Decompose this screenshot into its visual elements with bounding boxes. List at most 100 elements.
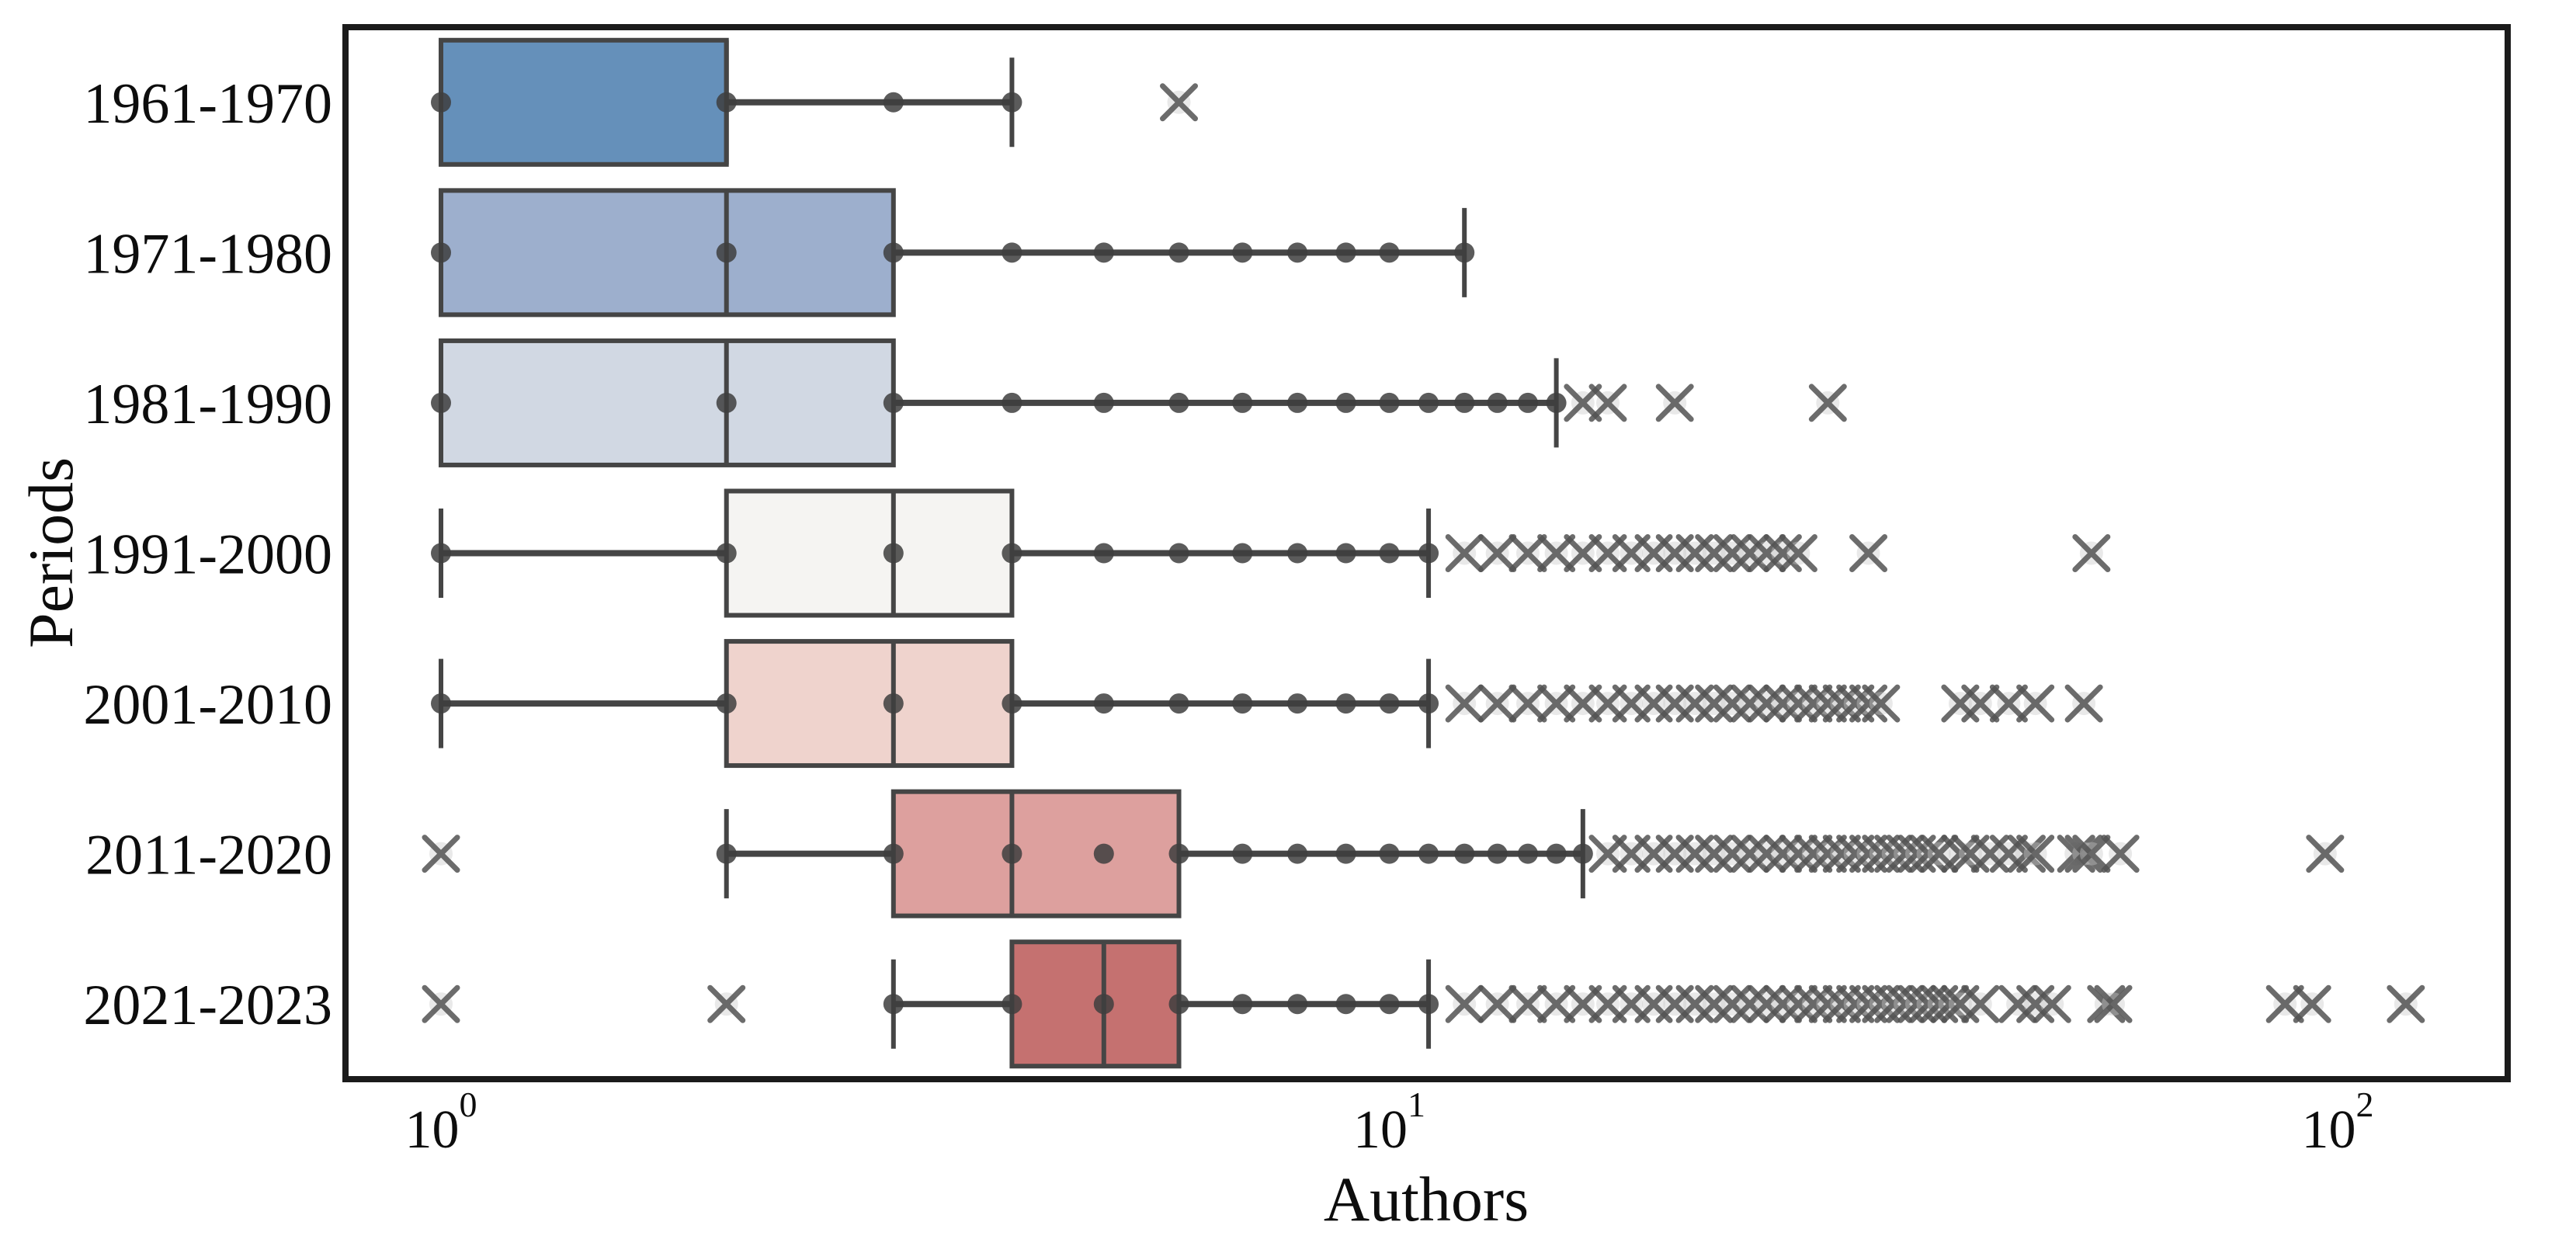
data-dot [1287, 994, 1308, 1015]
data-dot [1002, 994, 1022, 1015]
data-dot [716, 693, 737, 714]
outlier-x-marker [1713, 684, 1751, 723]
outlier-x-marker [1748, 684, 1786, 723]
outlier-x-marker [1961, 984, 2000, 1023]
box-1981-1990 [439, 338, 896, 467]
data-dot [1287, 392, 1308, 413]
data-dot [1418, 843, 1439, 864]
data-dot [1418, 994, 1439, 1015]
box-1961-1970 [439, 37, 729, 167]
outlier-x-marker [1822, 984, 1861, 1023]
outlier-x-marker [2293, 984, 2331, 1023]
data-dot [883, 242, 904, 263]
data-dot [1232, 843, 1253, 864]
data-dot [883, 693, 904, 714]
outlier-x-marker [1822, 684, 1861, 723]
y-axis-label: Periods [16, 457, 86, 648]
outlier-x-marker [1748, 984, 1786, 1023]
y-tick-label: 1991-2000 [83, 523, 332, 587]
data-dot [1418, 693, 1439, 714]
data-dot [1002, 242, 1022, 263]
data-dot [1379, 693, 1400, 714]
box-1971-1980 [439, 188, 896, 318]
y-tick-label: 1971-1980 [83, 222, 332, 286]
data-dot [1002, 543, 1022, 564]
data-dot [1168, 242, 1189, 263]
outlier-x-marker [1822, 835, 1861, 873]
data-dot [716, 92, 737, 113]
x-tick-label: 100 [405, 1085, 477, 1160]
data-dot [1487, 843, 1508, 864]
data-dot [883, 392, 904, 413]
outlier-x-marker [1808, 835, 1847, 873]
data-dot [1232, 242, 1253, 263]
data-dot [1168, 543, 1189, 564]
outlier-x-marker [1731, 835, 1769, 873]
data-dot [1093, 693, 1114, 714]
outlier-x-marker [422, 984, 460, 1023]
outlier-x-marker [2265, 984, 2304, 1023]
box-2001-2010 [724, 639, 1015, 769]
outlier-x-marker [1763, 684, 1802, 723]
data-dot [1546, 392, 1567, 413]
data-dot [1287, 693, 1308, 714]
data-dot [1168, 994, 1189, 1015]
data-dot [1379, 843, 1400, 864]
outlier-x-marker [1160, 83, 1199, 122]
outlier-x-marker [2101, 835, 2140, 873]
data-dot [1379, 543, 1400, 564]
data-dot [1454, 843, 1475, 864]
data-dot [1002, 693, 1022, 714]
data-dot [1002, 92, 1022, 113]
outlier-x-marker [1713, 835, 1751, 873]
outlier-x-marker [2016, 835, 2055, 873]
data-dot [1093, 843, 1114, 864]
outlier-x-marker [1537, 534, 1576, 572]
outlier-x-marker [1508, 684, 1547, 723]
outlier-x-marker [1655, 384, 1694, 422]
data-dot [883, 994, 904, 1015]
data-dot [1002, 392, 1022, 413]
outlier-x-marker [1731, 534, 1769, 572]
outlier-x-marker [1588, 384, 1627, 422]
data-dot [1287, 543, 1308, 564]
data-dot [1379, 392, 1400, 413]
outlier-x-marker [2072, 835, 2111, 873]
data-dot [1546, 843, 1567, 864]
data-dot [1093, 242, 1114, 263]
data-dot [1168, 843, 1189, 864]
outlier-x-marker [1808, 684, 1847, 723]
outlier-x-marker [1930, 984, 1969, 1023]
outlier-x-marker [1763, 984, 1802, 1023]
data-dot [1418, 392, 1439, 413]
outlier-x-marker [1836, 684, 1875, 723]
data-dot [1454, 242, 1475, 263]
data-dot [1232, 392, 1253, 413]
outlier-x-marker [2387, 984, 2425, 1023]
outlier-x-marker [1537, 684, 1576, 723]
outlier-x-marker [1961, 684, 2000, 723]
data-dot [1487, 392, 1508, 413]
outlier-x-marker [1445, 684, 1484, 723]
outlier-x-marker [1779, 835, 1817, 873]
outlier-x-marker [1941, 835, 1980, 873]
data-dot [1572, 843, 1593, 864]
outlier-x-marker [1478, 534, 1517, 572]
data-dot [1335, 693, 1356, 714]
outlier-x-marker [1731, 984, 1769, 1023]
outlier-x-marker [1909, 835, 1948, 873]
y-tick-label: 2011-2020 [85, 824, 332, 887]
outlier-x-marker [422, 835, 460, 873]
data-dot [716, 843, 737, 864]
x-axis-label: Authors [1323, 1164, 1529, 1234]
data-dot [1379, 242, 1400, 263]
outlier-x-marker [1478, 984, 1517, 1023]
outlier-x-marker [1779, 984, 1817, 1023]
data-dot [1093, 392, 1114, 413]
data-dot [431, 543, 451, 564]
data-dot [1002, 843, 1022, 864]
outlier-x-marker [1808, 384, 1847, 422]
outlier-x-marker [1779, 684, 1817, 723]
data-dot [1287, 843, 1308, 864]
